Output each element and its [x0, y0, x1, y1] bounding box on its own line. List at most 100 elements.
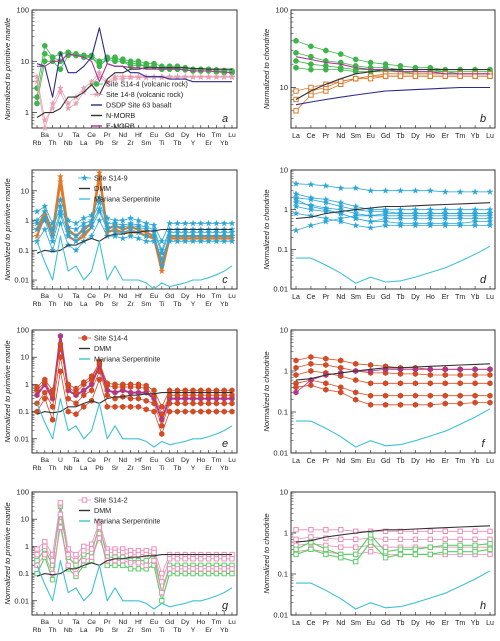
y-tick-label: 10: [280, 83, 288, 92]
data-point: [34, 100, 40, 107]
x-tick-label: Eu: [150, 619, 159, 626]
data-point: [49, 99, 57, 107]
data-point: [293, 108, 299, 114]
data-point: [166, 556, 173, 562]
x-tick-label: Nd: [118, 132, 127, 139]
x-tick-label: Dy: [411, 294, 420, 301]
data-point: [119, 234, 127, 242]
data-point: [205, 570, 212, 577]
data-point: [292, 195, 300, 203]
x-tick-label: La: [80, 465, 88, 472]
data-point: [57, 519, 64, 525]
series-line: [35, 175, 232, 273]
data-point: [127, 221, 135, 229]
data-point: [151, 557, 157, 564]
data-point: [174, 400, 181, 407]
legend-label: Mariana Serpentinite: [94, 195, 160, 204]
x-tick-label: Sm: [141, 465, 152, 472]
data-point: [472, 380, 478, 387]
x-tick-label: Pr: [322, 133, 330, 140]
data-point: [34, 562, 40, 569]
data-point: [205, 228, 213, 236]
x-tick-label: Tm: [455, 294, 465, 301]
data-point: [73, 411, 79, 418]
data-point: [471, 188, 479, 195]
data-point: [382, 544, 389, 550]
data-point: [166, 566, 173, 572]
x-tick-label: Lu: [228, 619, 236, 626]
x-tick-label: Yb: [471, 620, 480, 627]
data-point: [293, 546, 299, 553]
data-point: [412, 366, 418, 373]
data-point: [205, 387, 212, 394]
data-point: [397, 551, 404, 558]
data-point: [93, 90, 100, 98]
data-point: [337, 66, 344, 73]
x-tick-label: Ba: [41, 619, 50, 626]
series-site-s14-9: [292, 209, 494, 234]
x-tick-label: Tb: [173, 301, 181, 308]
data-point: [442, 548, 448, 555]
series-site-s14-4: [34, 354, 235, 429]
data-point: [292, 180, 300, 187]
data-point: [127, 560, 134, 566]
data-point: [198, 400, 204, 407]
x-tick-label: Rb: [33, 627, 42, 634]
data-point: [382, 187, 390, 194]
data-point: [323, 527, 329, 533]
data-point: [221, 400, 227, 407]
y-tick-label: 10: [280, 326, 288, 335]
data-point: [111, 223, 119, 231]
data-point: [323, 546, 329, 553]
data-point: [352, 214, 360, 222]
x-tick-label: La: [80, 140, 88, 147]
x-tick-label: Gd: [381, 620, 390, 627]
data-point: [158, 262, 166, 269]
series-dmm: [36, 554, 232, 577]
series-dsdp-site-63-basalt: [36, 27, 232, 98]
data-point: [213, 387, 220, 394]
x-tick-label: Ti: [159, 301, 165, 308]
data-point: [95, 198, 103, 206]
legend-label: Site S14-9: [94, 174, 128, 183]
data-point: [308, 527, 314, 533]
legend-label: DMM: [94, 506, 111, 515]
x-tick-label: U: [58, 457, 63, 464]
data-point: [396, 187, 404, 194]
data-point: [88, 223, 96, 231]
data-point: [81, 174, 88, 181]
data-point: [487, 546, 493, 553]
data-point: [81, 557, 87, 564]
x-tick-label: Gd: [165, 619, 174, 626]
x-tick-label: Ta: [72, 132, 79, 139]
data-point: [96, 519, 103, 525]
data-point: [50, 387, 56, 394]
data-point: [127, 566, 134, 572]
data-point: [293, 536, 299, 543]
panel-letter: b: [480, 113, 486, 125]
data-point: [173, 237, 181, 245]
y-tick-label: 1: [284, 529, 288, 538]
data-point: [134, 223, 142, 231]
data-point: [189, 219, 197, 227]
x-tick-label: Sr: [112, 301, 120, 308]
data-point: [397, 392, 404, 399]
data-point: [95, 205, 103, 212]
data-point: [88, 232, 96, 240]
data-point: [456, 221, 464, 229]
x-tick-label: Lu: [486, 294, 494, 301]
data-point: [49, 232, 57, 240]
data-point: [151, 408, 157, 415]
data-point: [182, 387, 188, 394]
data-point: [182, 400, 188, 407]
data-point: [367, 539, 374, 545]
x-tick-label: Y: [191, 465, 196, 472]
data-point: [229, 400, 235, 407]
data-point: [442, 380, 448, 387]
legend: Site S14-4 (volcanic rock)Site 14-8 (vol…: [90, 80, 188, 131]
x-tick-label: Eu: [150, 293, 159, 300]
data-point: [174, 387, 181, 394]
data-point: [182, 392, 188, 399]
data-point: [93, 81, 100, 87]
